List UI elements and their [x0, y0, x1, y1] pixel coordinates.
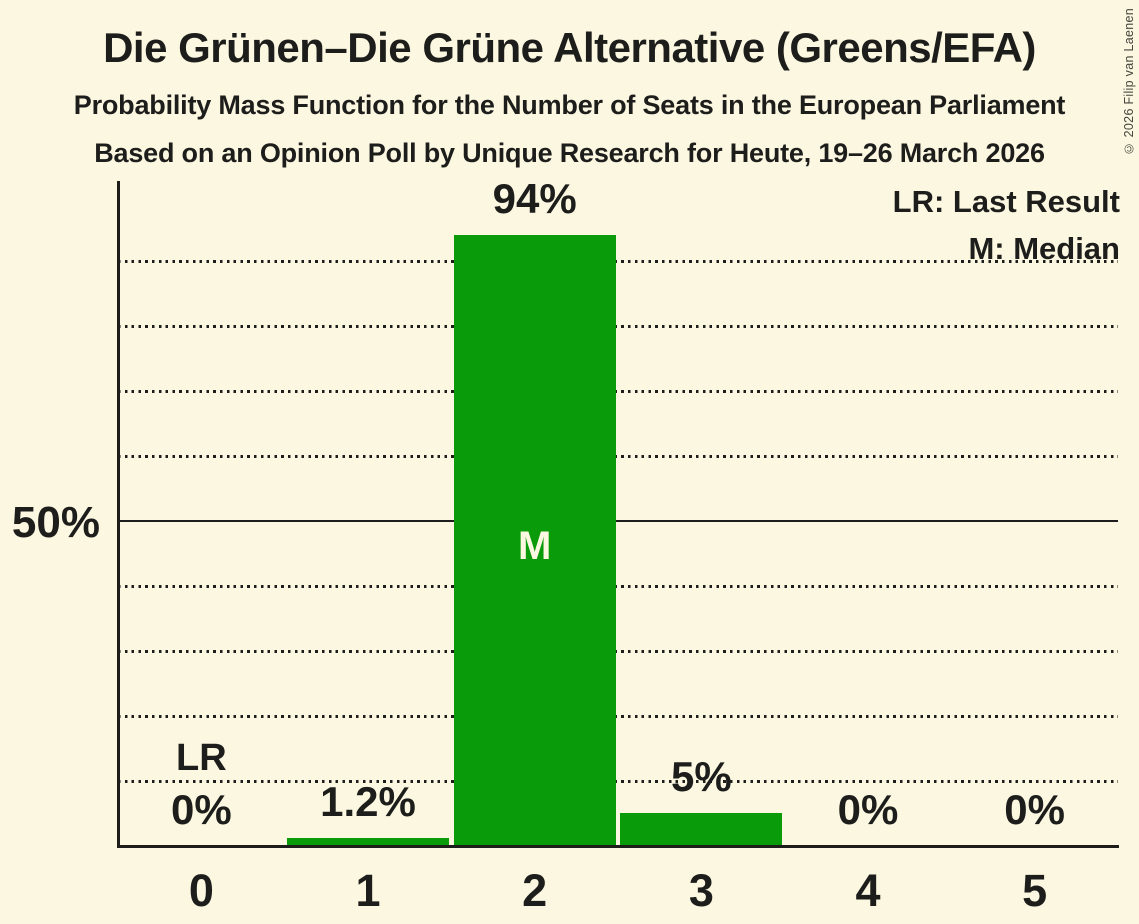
chart-legend: LR: Last Result M: Median — [893, 178, 1120, 272]
legend-median: M: Median — [968, 231, 1120, 266]
x-tick-label-5: 5 — [1022, 865, 1048, 916]
copyright-notice: © 2026 Filip van Laenen — [1122, 8, 1136, 156]
gridline-90pct — [118, 260, 1118, 263]
x-tick-label-2: 2 — [522, 865, 548, 916]
bar-value-label-5: 0% — [1004, 786, 1065, 833]
bar-value-label-0: 0% — [170, 786, 232, 833]
last-result-marker: LR — [176, 737, 227, 779]
y-axis — [117, 181, 120, 846]
bar-seats-2 — [453, 235, 616, 846]
gridline-40pct — [118, 585, 1118, 588]
x-tick-label-3: 3 — [688, 865, 714, 916]
bar-value-label-3: 5% — [670, 753, 732, 800]
bar-value-label-1: 1.2% — [320, 778, 416, 825]
bar-seats-3 — [620, 813, 783, 846]
y-tick-label-50: 50% — [11, 498, 100, 547]
bar-value-label-2: 94% — [492, 175, 577, 222]
bar-seats-1 — [287, 838, 449, 846]
chart-subtitle: Probability Mass Function for the Number… — [73, 90, 1066, 120]
x-tick-label-1: 1 — [355, 865, 381, 916]
gridline-30pct — [118, 650, 1118, 653]
gridline-70pct — [118, 390, 1118, 393]
gridline-20pct — [118, 715, 1118, 718]
page-title: Die Grünen–Die Grüne Alternative (Greens… — [103, 24, 1036, 71]
legend-last-result: LR: Last Result — [892, 184, 1120, 219]
median-marker: M — [517, 524, 552, 568]
chart-source-line: Based on an Opinion Poll by Unique Resea… — [94, 138, 1045, 168]
x-tick-label-0: 0 — [188, 865, 214, 916]
gridline-60pct — [118, 455, 1118, 458]
gridline-50pct — [118, 520, 1118, 522]
gridline-80pct — [118, 325, 1118, 328]
gridline-10pct — [118, 780, 1118, 783]
x-axis — [117, 845, 1119, 848]
bar-value-label-4: 0% — [837, 786, 899, 833]
x-tick-label-4: 4 — [855, 865, 881, 916]
